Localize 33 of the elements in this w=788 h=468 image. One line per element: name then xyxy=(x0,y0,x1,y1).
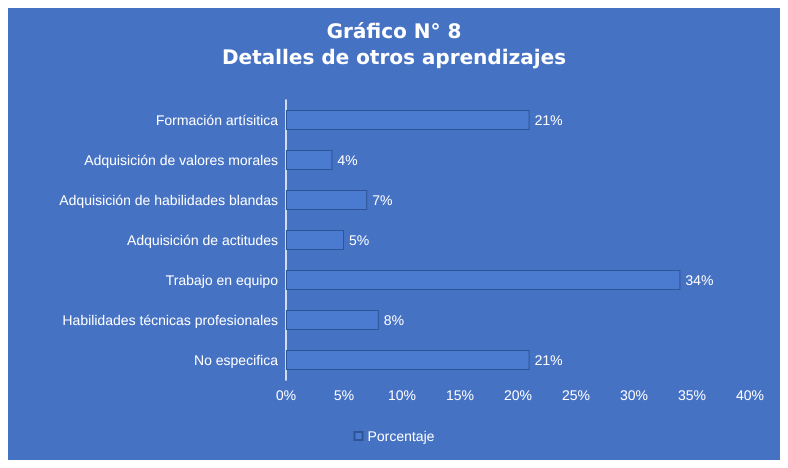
data-label: 4% xyxy=(337,152,358,168)
data-label: 7% xyxy=(372,192,392,208)
data-label: 8% xyxy=(384,312,404,328)
chart-subtitle: Detalles de otros aprendizajes xyxy=(222,45,566,69)
data-label: 21% xyxy=(534,352,563,368)
bar xyxy=(286,270,680,290)
x-tick-label: 20% xyxy=(504,387,532,403)
x-tick-label: 35% xyxy=(678,387,706,403)
data-label: 21% xyxy=(534,112,563,128)
y-tick-label: Adquisición de habilidades blandas xyxy=(59,192,278,208)
y-tick-label: Adquisición de valores morales xyxy=(84,152,278,168)
x-tick-label: 10% xyxy=(388,387,416,403)
x-tick-label: 25% xyxy=(562,387,590,403)
bar xyxy=(286,350,530,370)
bar xyxy=(286,230,344,250)
y-tick-label: Habilidades técnicas profesionales xyxy=(62,312,278,328)
bar xyxy=(286,110,530,130)
x-tick-label: 5% xyxy=(334,387,354,403)
y-tick-label: Adquisición de actitudes xyxy=(127,232,278,248)
data-label: 34% xyxy=(685,272,714,288)
legend-label: Porcentaje xyxy=(368,428,435,444)
x-tick-label: 40% xyxy=(736,387,764,403)
y-tick-label: Trabajo en equipo xyxy=(166,272,278,288)
x-tick-label: 15% xyxy=(446,387,474,403)
chart-title: Gráfico N° 8 xyxy=(326,19,462,43)
bar xyxy=(286,190,368,210)
x-tick-label: 0% xyxy=(276,387,296,403)
y-tick-label: No especifica xyxy=(194,352,278,368)
bar xyxy=(286,150,332,170)
bar xyxy=(286,310,379,330)
y-tick-label: Formación artísitica xyxy=(156,112,278,128)
data-label: 5% xyxy=(349,232,370,248)
x-tick-label: 30% xyxy=(620,387,648,403)
